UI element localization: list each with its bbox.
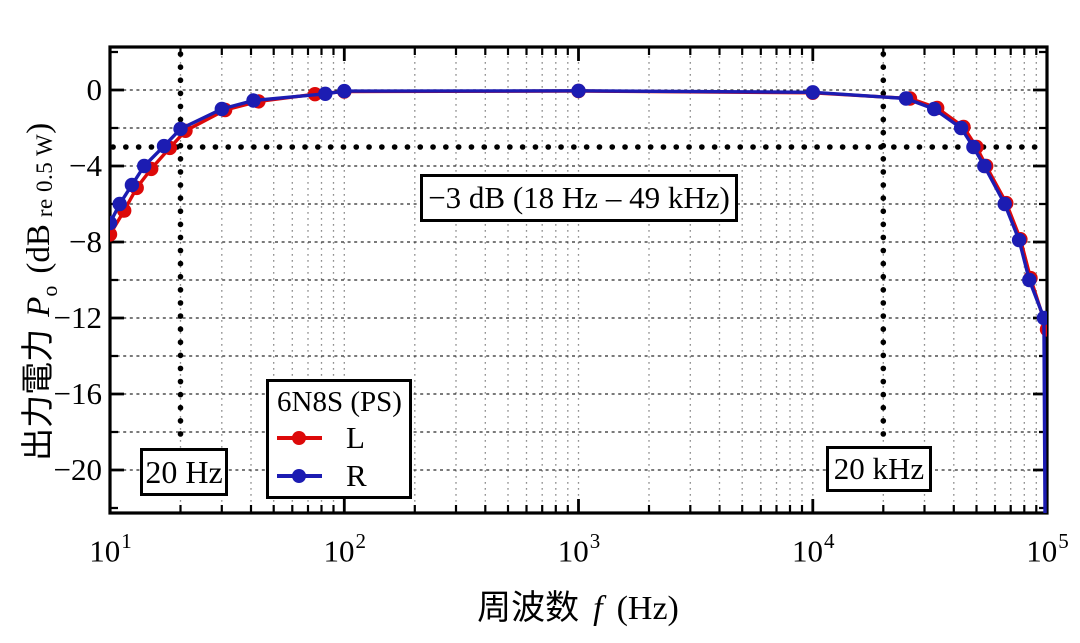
x-axis-tick-label: 102 — [323, 529, 367, 569]
series-R-marker — [997, 196, 1012, 212]
series-R-marker — [246, 93, 261, 108]
x-axis-title: 周波数 f (Hz) — [338, 580, 818, 629]
bandwidth-annotation: −3 dB (18 Hz – 49 kHz) — [420, 174, 738, 222]
minor-ticks — [110, 47, 1047, 513]
y-axis-tick-label: −12 — [53, 300, 102, 335]
axes-frame — [108, 45, 1049, 515]
legend: 6N8S (PS) L R — [266, 379, 412, 499]
series-R-marker — [156, 138, 172, 154]
series-R-marker — [898, 91, 914, 106]
legend-marker-R — [292, 469, 306, 483]
legend-entry-R: R — [277, 457, 409, 495]
series-R-marker — [318, 86, 333, 102]
series-R-marker — [1022, 272, 1037, 288]
series-R-marker — [805, 85, 820, 100]
legend-label-R: R — [346, 458, 367, 493]
legend-title: 6N8S (PS) — [277, 386, 402, 418]
series-R-marker — [571, 83, 586, 99]
x-axis-symbol: f — [593, 590, 603, 627]
y-axis-tick-label: −16 — [53, 376, 102, 411]
series-R-marker — [137, 158, 152, 174]
y-axis-unit-close: ) — [21, 122, 58, 134]
low-cutoff-callout: 20 Hz — [140, 448, 228, 496]
y-axis-tick-label: −20 — [53, 452, 102, 487]
series-R-marker — [214, 101, 229, 117]
series-R-marker — [337, 83, 352, 99]
series-R-line — [110, 89, 1047, 513]
series-R-marker — [124, 177, 140, 193]
y-axis-tick-label: −4 — [69, 148, 102, 183]
y-axis-tick-label: 0 — [86, 72, 103, 107]
series-R-marker — [953, 120, 969, 136]
series-R-marker — [927, 101, 942, 117]
series-R-marker — [966, 139, 981, 155]
high-cutoff-callout: 20 kHz — [826, 446, 932, 492]
x-axis-unit: (Hz) — [616, 590, 679, 627]
y-axis-tick-label: −8 — [69, 224, 102, 259]
legend-entry-L: L — [277, 419, 409, 457]
legend-line-sample-L — [277, 431, 322, 445]
x-axis-title-cjk: 周波数 — [477, 590, 580, 627]
series-R-marker — [112, 196, 127, 212]
legend-label-L: L — [346, 420, 365, 455]
legend-marker-L — [292, 431, 306, 445]
x-axis-tick-label: 101 — [89, 529, 132, 569]
y-axis-title: 出力電力Po(dBre 0.5 W) — [11, 77, 63, 507]
legend-line-sample-R — [277, 469, 322, 483]
series-R-marker — [173, 121, 188, 137]
series-R-marker — [1036, 310, 1047, 326]
y-axis-symbol-sub: o — [36, 285, 62, 297]
x-axis-tick-label: 105 — [1026, 529, 1069, 569]
x-axis-tick-label: 104 — [792, 529, 835, 569]
series-R-marker — [1011, 232, 1027, 248]
series-R-marker — [977, 158, 992, 174]
series-R-marker — [110, 215, 118, 231]
x-axis-tick-label: 103 — [557, 529, 601, 569]
series-L-marker — [110, 227, 118, 242]
series-R — [110, 83, 1047, 513]
